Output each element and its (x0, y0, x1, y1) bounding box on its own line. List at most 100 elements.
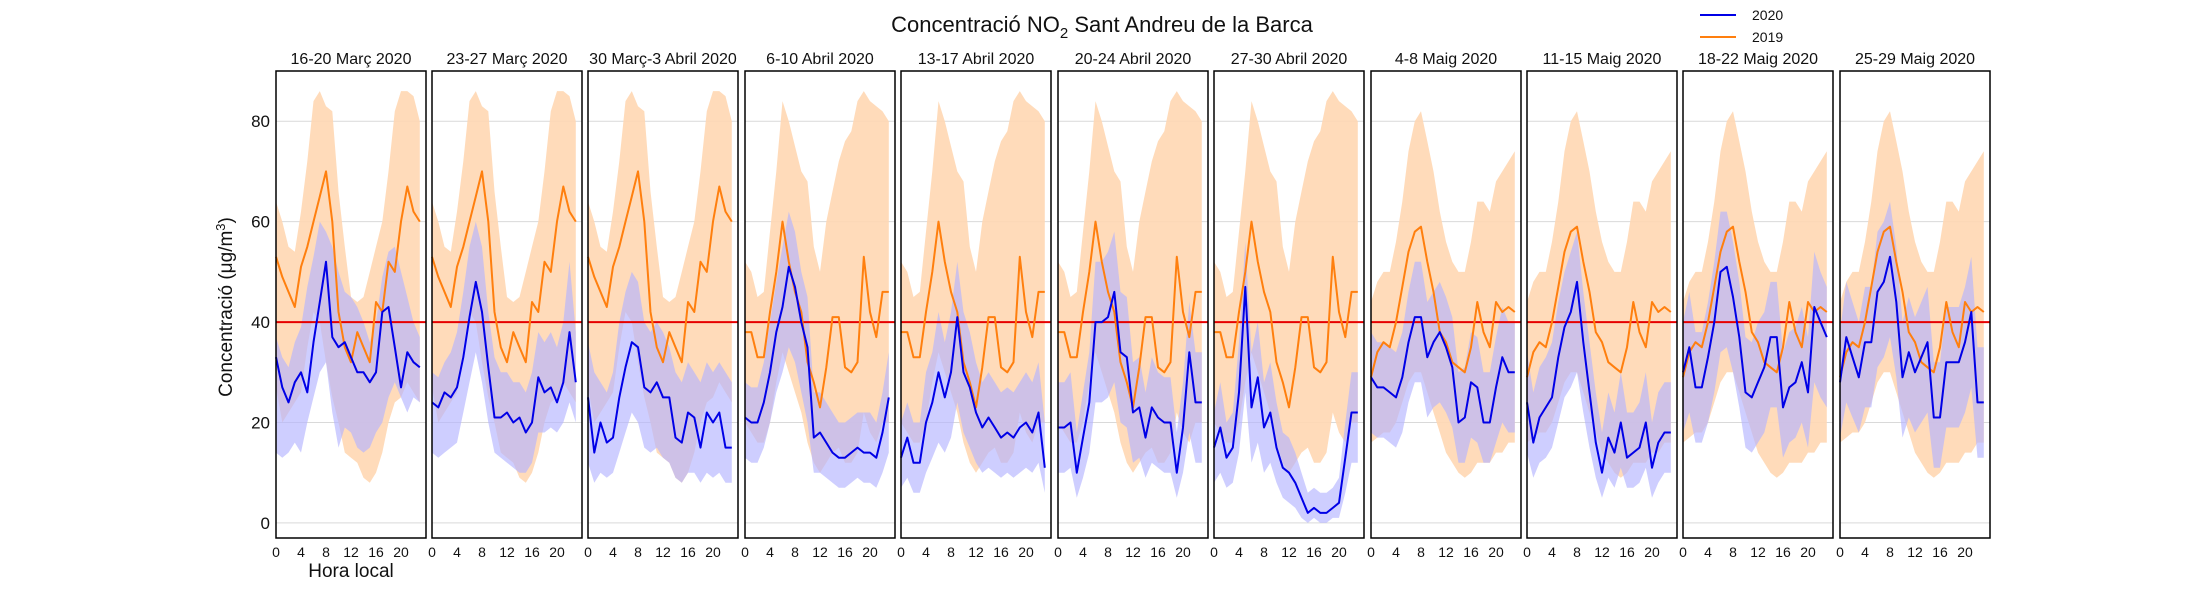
x-tick-label: 8 (791, 544, 799, 560)
panel-title: 18-22 Maig 2020 (1698, 51, 1818, 68)
x-tick-label: 12 (812, 544, 828, 560)
x-tick-label: 8 (478, 544, 486, 560)
panel-title: 4-8 Maig 2020 (1395, 51, 1497, 68)
line-2019 (1214, 220, 1358, 409)
x-tick-label: 4 (1861, 544, 1869, 560)
x-tick-label: 4 (1704, 544, 1712, 560)
x-tick-label: 12 (1907, 544, 1923, 560)
band-2020 (1527, 231, 1671, 498)
band-2020 (588, 271, 732, 483)
panel-title: 23-27 Març 2020 (447, 51, 568, 68)
line-2019 (431, 170, 577, 364)
line-2019 (1839, 225, 1985, 378)
panel-8: 4-8 Maig 2020 0 4 8 12 16 20 (1367, 51, 1522, 560)
band-2019 (901, 91, 1045, 473)
x-tick-label: 12 (1281, 544, 1297, 560)
panel-title: 20-24 Abril 2020 (1075, 51, 1192, 68)
line-2020 (1526, 280, 1671, 474)
line-2019 (275, 170, 421, 364)
y-tick-label: 0 (261, 514, 270, 533)
panel-frame (1839, 70, 1991, 539)
line-2020 (1839, 255, 1984, 419)
line-2020 (1058, 290, 1202, 474)
panel-11: 25-29 Maig 2020 0 4 8 12 16 20 (1836, 51, 1991, 560)
x-tick-label: 16 (1463, 544, 1479, 560)
line-2019 (745, 220, 889, 409)
x-tick-label: 8 (1729, 544, 1737, 560)
x-tick-label: 20 (1018, 544, 1034, 560)
panel-frame (1213, 70, 1365, 539)
x-tick-label: 12 (343, 544, 359, 560)
x-tick-label: 8 (634, 544, 642, 560)
legend-label-2019: 2019 (1752, 29, 1783, 45)
x-tick-label: 8 (322, 544, 330, 560)
line-2020 (587, 341, 732, 454)
line-2020 (275, 260, 421, 404)
line-2019 (1526, 225, 1672, 378)
x-tick-label: 20 (1957, 544, 1973, 560)
x-tick-label: 4 (1548, 544, 1556, 560)
x-tick-label: 8 (1104, 544, 1112, 560)
x-tick-label: 0 (897, 544, 905, 560)
line-2019 (1058, 220, 1202, 409)
panel-title: 27-30 Abril 2020 (1231, 51, 1348, 68)
panel-frame (1682, 70, 1834, 539)
panel-5: 13-17 Abril 2020 0 4 8 12 16 20 (897, 51, 1052, 560)
panel-frame (587, 70, 739, 539)
x-tick-label: 4 (453, 544, 461, 560)
y-tick-label: 20 (251, 414, 270, 433)
x-tick-label: 4 (1079, 544, 1087, 560)
x-tick-label: 20 (1644, 544, 1660, 560)
panel-title: 6-10 Abril 2020 (766, 51, 874, 68)
panel-title: 16-20 Març 2020 (291, 51, 412, 68)
line-2019 (1682, 225, 1828, 378)
panel-1: 16-20 Març 2020 0 4 8 12 16 20 (272, 51, 427, 560)
x-tick-label: 4 (1235, 544, 1243, 560)
x-tick-label: 20 (1488, 544, 1504, 560)
x-axis-label: Hora local (308, 561, 394, 582)
x-tick-label: 4 (609, 544, 617, 560)
x-tick-label: 16 (1150, 544, 1166, 560)
panel-frame (1526, 70, 1678, 539)
line-2020 (431, 280, 577, 434)
panel-frame (431, 70, 583, 539)
panel-10: 18-22 Maig 2020 0 4 8 12 16 20 (1679, 51, 1834, 560)
x-tick-label: 16 (680, 544, 696, 560)
panel-frame (1370, 70, 1522, 539)
band-2020 (1683, 211, 1827, 458)
line-2020 (900, 316, 1046, 468)
band-2020 (432, 221, 576, 473)
y-tick-label: 40 (251, 313, 270, 332)
panel-4: 6-10 Abril 2020 0 4 8 12 16 20 (741, 51, 896, 560)
x-tick-label: 8 (1260, 544, 1268, 560)
legend: 2020 2019 (1700, 7, 1783, 45)
x-tick-label: 8 (947, 544, 955, 560)
band-2020 (1371, 261, 1515, 463)
x-tick-label: 20 (1800, 544, 1816, 560)
line-2020 (744, 265, 890, 459)
x-tick-label: 4 (1392, 544, 1400, 560)
chart-title: Concentració NO2 Sant Andreu de la Barca (891, 12, 1313, 42)
x-tick-label: 0 (1679, 544, 1687, 560)
x-tick-label: 0 (1210, 544, 1218, 560)
x-tick-label: 20 (862, 544, 878, 560)
x-tick-label: 12 (499, 544, 515, 560)
line-2019 (901, 220, 1045, 409)
y-axis-label: Concentració (μg/m3) (213, 217, 237, 397)
panel-3: 30 Març-3 Abril 2020 0 4 8 12 16 20 (584, 51, 739, 560)
x-tick-label: 4 (297, 544, 305, 560)
x-tick-label: 20 (1331, 544, 1347, 560)
y-tick-label: 80 (251, 112, 270, 131)
chart-title-subscript: 2 (1060, 25, 1068, 42)
x-tick-label: 16 (1932, 544, 1948, 560)
band-2020 (1058, 231, 1202, 498)
x-tick-label: 16 (524, 544, 540, 560)
y-axis-label-superscript: 3 (213, 223, 228, 230)
band-2019 (745, 91, 889, 473)
x-tick-label: 16 (1306, 544, 1322, 560)
x-tick-label: 20 (549, 544, 565, 560)
y-tick-label: 60 (251, 213, 270, 232)
x-tick-label: 8 (1417, 544, 1425, 560)
x-tick-label: 12 (968, 544, 984, 560)
